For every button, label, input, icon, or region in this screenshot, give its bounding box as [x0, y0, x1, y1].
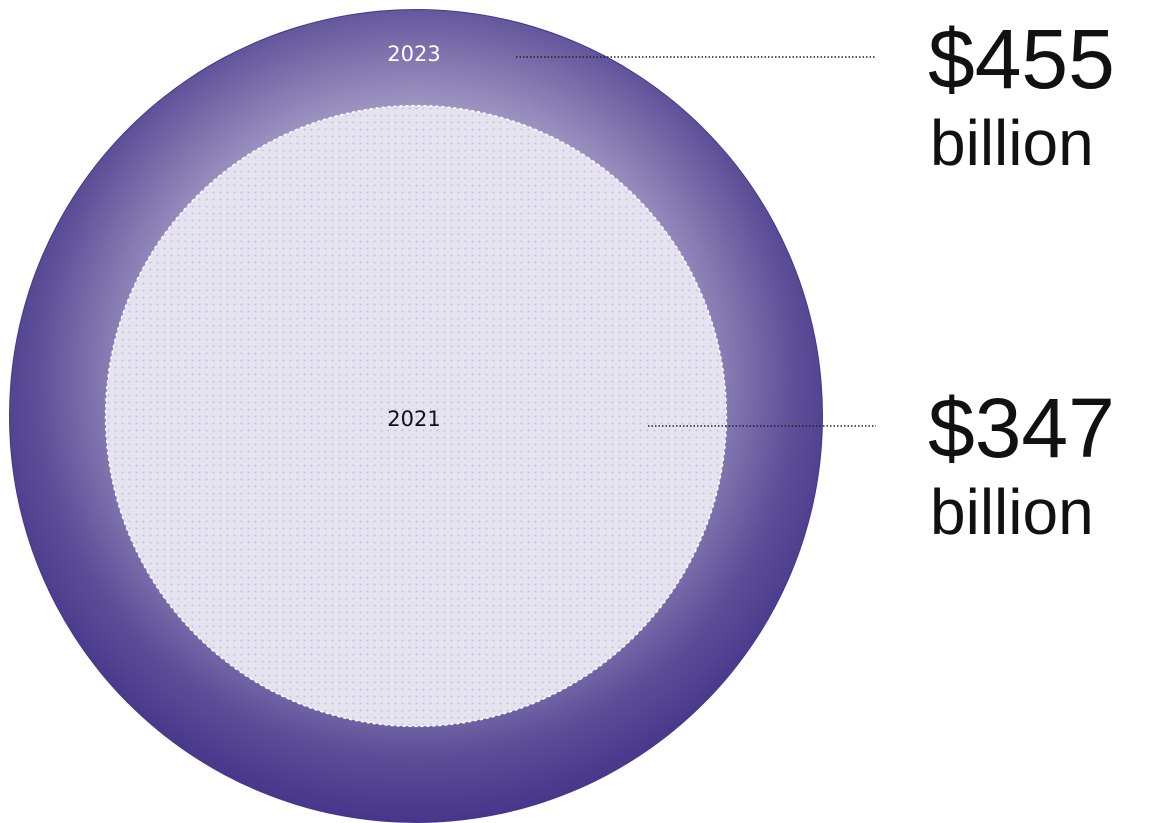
bubble-label: 2021: [387, 407, 440, 431]
bubble-label: 2023: [387, 42, 440, 66]
value-unit: billion: [930, 476, 1094, 548]
value-label: $347: [928, 381, 1115, 475]
bubbles: [9, 9, 823, 823]
value-label: $455: [928, 12, 1115, 106]
value-unit: billion: [930, 107, 1094, 179]
bubble-texture: [106, 106, 726, 726]
